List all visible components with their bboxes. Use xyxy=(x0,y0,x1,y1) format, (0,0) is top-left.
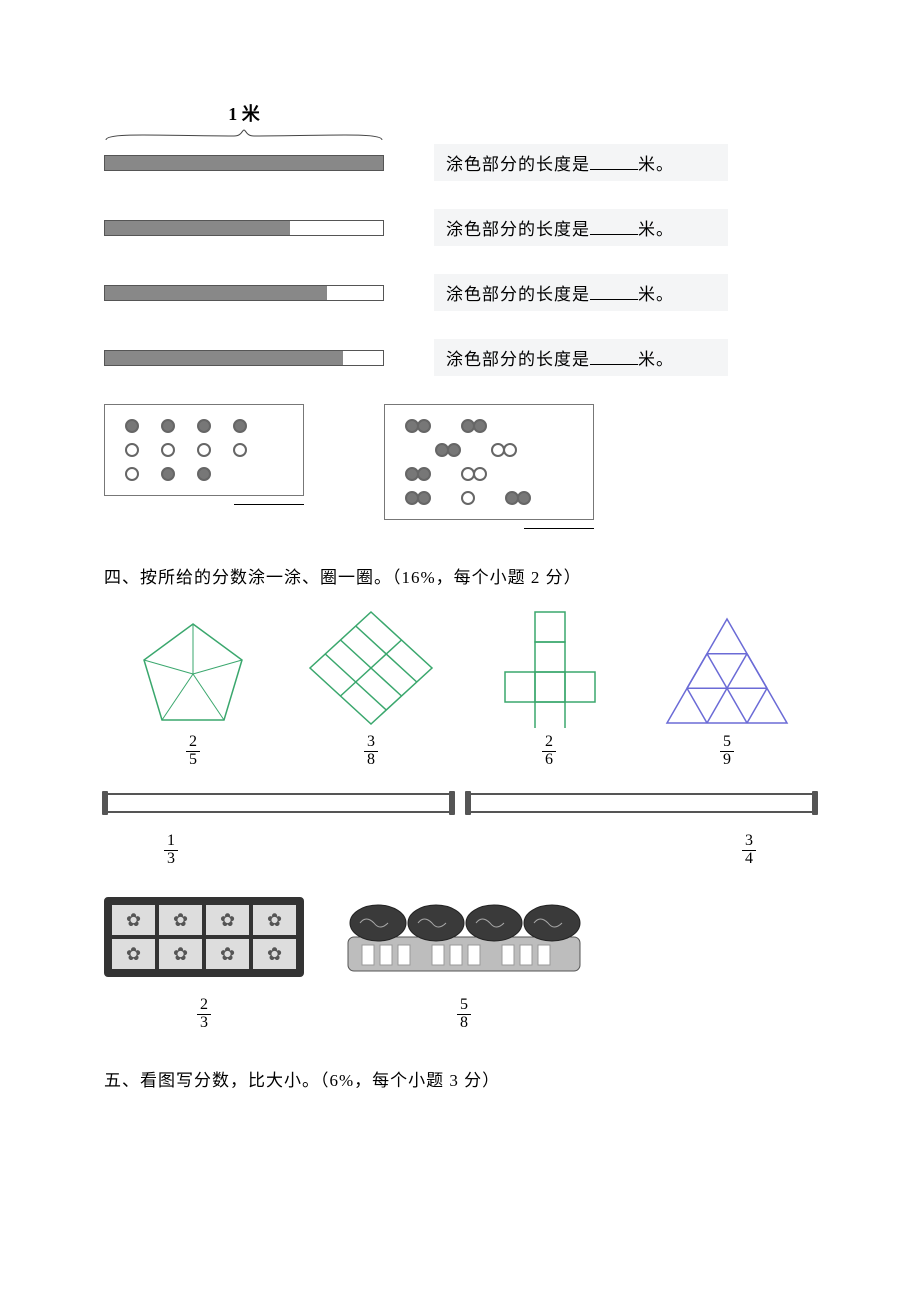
bar-row: 涂色部分的长度是米。 xyxy=(104,209,816,246)
bar-text: 涂色部分的长度是米。 xyxy=(434,209,728,246)
section4-title: 四、按所给的分数涂一涂、圈一圈。（16%，每个小题 2 分） xyxy=(104,563,816,588)
blank-line xyxy=(524,526,594,529)
shape-tetromino: 2 6 xyxy=(460,608,638,769)
bar xyxy=(104,285,384,301)
shapes-row-1: 2 5 3 8 xyxy=(104,608,816,769)
blank-line xyxy=(234,502,304,505)
section5-title: 五、看图写分数，比大小。（6%，每个小题 3 分） xyxy=(104,1066,816,1091)
shape-triangle9: 5 9 xyxy=(638,613,816,769)
ruler-left xyxy=(104,793,453,813)
fraction-1-3: 1 3 xyxy=(164,833,178,868)
ruler-right xyxy=(467,793,816,813)
fraction-2-6: 2 6 xyxy=(542,734,556,769)
dots-box-left xyxy=(104,404,304,529)
tray: ✿✿✿✿ ✿✿✿✿ xyxy=(104,897,304,977)
fraction-3-4: 3 4 xyxy=(742,833,756,868)
fraction-5-8: 5 8 xyxy=(457,997,471,1032)
shape-diamond: 3 8 xyxy=(282,608,460,769)
fraction-2-3: 2 3 xyxy=(197,997,211,1032)
bar xyxy=(104,350,384,366)
fraction-2-5: 2 5 xyxy=(186,734,200,769)
bar-text: 涂色部分的长度是米。 xyxy=(434,144,728,181)
bar-row: 涂色部分的长度是米。 xyxy=(104,339,816,376)
bar-row: 涂色部分的长度是米。 xyxy=(104,144,816,181)
dots-box-right xyxy=(384,404,594,529)
cake xyxy=(344,897,584,977)
fraction-3-8: 3 8 xyxy=(364,734,378,769)
bar xyxy=(104,155,384,171)
bar-text: 涂色部分的长度是米。 xyxy=(434,274,728,311)
rulers xyxy=(104,793,816,813)
meter-label: 1 米 xyxy=(104,100,384,126)
brace xyxy=(104,128,384,142)
shape-pentagon: 2 5 xyxy=(104,618,282,769)
bar-text: 涂色部分的长度是米。 xyxy=(434,339,728,376)
bar-row: 涂色部分的长度是米。 xyxy=(104,274,816,311)
bar xyxy=(104,220,384,236)
fraction-5-9: 5 9 xyxy=(720,734,734,769)
